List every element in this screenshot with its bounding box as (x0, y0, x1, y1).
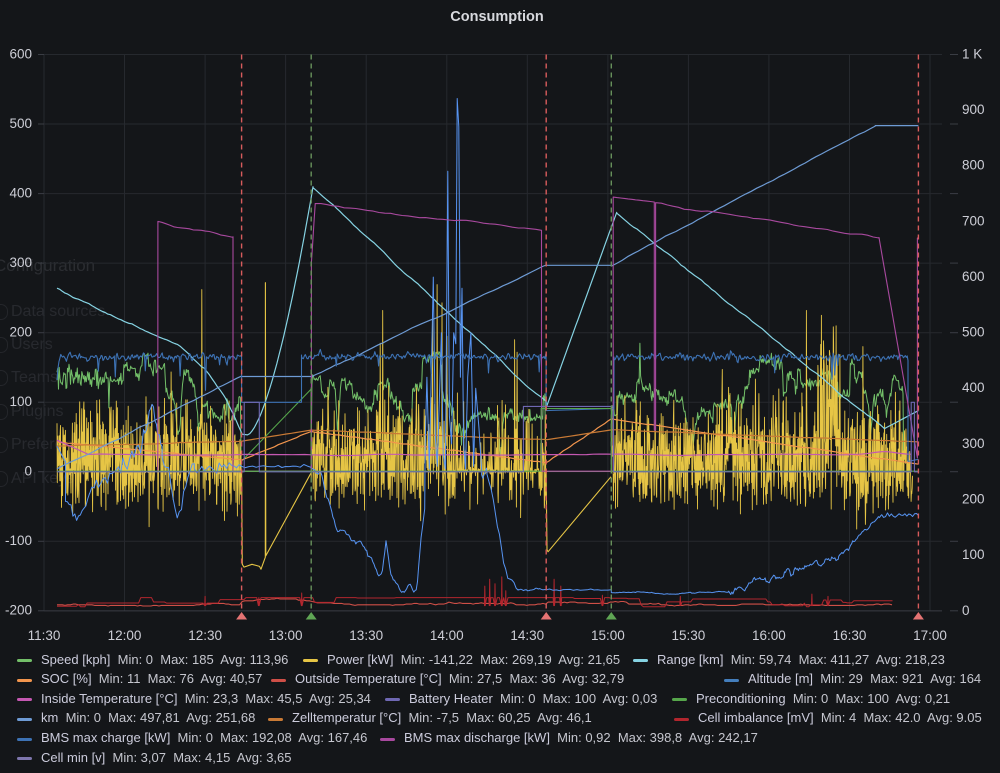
svg-text:700: 700 (962, 213, 985, 228)
svg-text:0: 0 (962, 603, 970, 618)
svg-text:1 K: 1 K (962, 46, 982, 61)
svg-text:0: 0 (24, 464, 32, 479)
svg-text:400: 400 (9, 186, 32, 201)
svg-text:900: 900 (962, 102, 985, 117)
svg-text:12:00: 12:00 (108, 628, 142, 643)
svg-text:200: 200 (962, 492, 985, 507)
svg-text:-100: -100 (5, 533, 32, 548)
svg-text:200: 200 (9, 325, 32, 340)
svg-text:11:30: 11:30 (28, 628, 61, 643)
svg-text:14:30: 14:30 (510, 628, 544, 643)
svg-text:15:30: 15:30 (672, 628, 706, 643)
svg-text:12:30: 12:30 (188, 628, 222, 643)
svg-text:500: 500 (962, 325, 985, 340)
svg-text:500: 500 (9, 116, 32, 131)
svg-text:16:00: 16:00 (752, 628, 786, 643)
svg-text:800: 800 (962, 158, 985, 173)
svg-text:100: 100 (9, 394, 32, 409)
svg-text:15:00: 15:00 (591, 628, 625, 643)
svg-text:600: 600 (9, 46, 32, 61)
svg-text:100: 100 (962, 547, 985, 562)
svg-text:13:00: 13:00 (269, 628, 303, 643)
svg-text:17:00: 17:00 (913, 628, 947, 643)
svg-text:300: 300 (962, 436, 985, 451)
svg-text:300: 300 (9, 255, 32, 270)
svg-text:13:30: 13:30 (349, 628, 383, 643)
svg-text:14:00: 14:00 (430, 628, 464, 643)
svg-text:400: 400 (962, 380, 985, 395)
svg-text:-200: -200 (5, 603, 32, 618)
svg-text:600: 600 (962, 269, 985, 284)
svg-text:16:30: 16:30 (833, 628, 867, 643)
